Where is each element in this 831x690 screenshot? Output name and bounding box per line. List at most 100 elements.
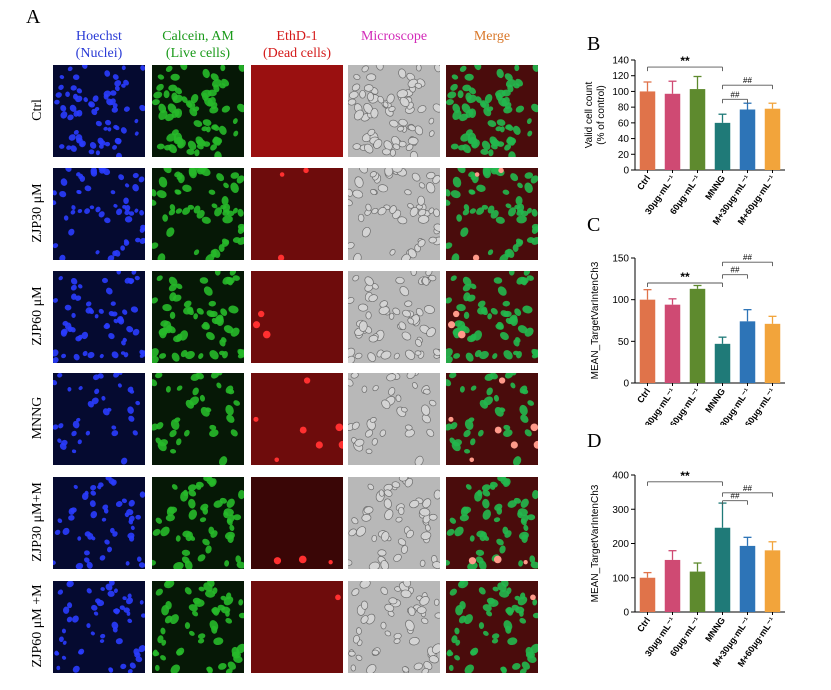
x-tick-label: Ctrl bbox=[635, 386, 652, 404]
micrograph-merge bbox=[446, 271, 538, 363]
column-header-title: Hoechst bbox=[76, 29, 122, 44]
bar bbox=[714, 343, 731, 383]
panel-c-letter: C bbox=[587, 214, 601, 236]
panel-d-letter: D bbox=[587, 430, 602, 452]
bar bbox=[764, 108, 781, 170]
column-header-title: Merge bbox=[473, 29, 511, 44]
bar bbox=[664, 559, 681, 612]
micrograph-dead bbox=[251, 168, 343, 260]
y-axis-label: MEAN_TargetVarIntenCh3 bbox=[590, 484, 601, 602]
micrograph-scope bbox=[348, 271, 440, 363]
micrograph-merge bbox=[446, 477, 538, 569]
panel-a-letter: A bbox=[26, 6, 41, 28]
y-tick-label: 200 bbox=[612, 539, 629, 550]
micrograph-scope bbox=[348, 477, 440, 569]
bar bbox=[689, 288, 706, 383]
micrograph-dead bbox=[251, 477, 343, 569]
y-tick-label: 100 bbox=[612, 295, 629, 306]
micrograph-dead bbox=[251, 271, 343, 363]
significance-label: ## bbox=[731, 266, 740, 275]
micrograph-merge bbox=[446, 373, 538, 465]
row-label: ZJP60 μM +M bbox=[30, 584, 45, 668]
y-axis-label: Valid cell count bbox=[584, 82, 595, 149]
bar bbox=[639, 299, 656, 383]
micrograph-merge bbox=[446, 168, 538, 260]
bar bbox=[764, 323, 781, 383]
chart-c-target-var-inten: 050100150MEAN_TargetVarIntenCh3Ctrl30μg·… bbox=[590, 253, 785, 425]
micrograph-nuclei bbox=[53, 477, 145, 569]
y-tick-label: 300 bbox=[612, 505, 629, 516]
bar bbox=[739, 545, 756, 612]
column-header-subtitle: (Live cells) bbox=[165, 46, 231, 61]
micrograph-scope bbox=[348, 168, 440, 260]
micrograph-live bbox=[152, 581, 244, 673]
row-label: ZJP30 μM+M bbox=[30, 482, 45, 562]
row-label: Ctrl bbox=[30, 99, 45, 121]
row-label: ZJP30 μM bbox=[30, 183, 45, 243]
y-tick-label: 120 bbox=[612, 71, 629, 82]
micrograph-nuclei bbox=[53, 168, 145, 260]
significance-label: ## bbox=[731, 492, 740, 501]
significance-label: ## bbox=[743, 253, 752, 262]
column-header-subtitle: (Nuclei) bbox=[75, 46, 123, 61]
column-header-merge: Merge bbox=[442, 28, 542, 45]
column-header-live: Calcein, AM (Live cells) bbox=[148, 28, 248, 62]
micrograph-nuclei bbox=[53, 65, 145, 157]
y-tick-label: 0 bbox=[623, 608, 629, 619]
micrograph-nuclei bbox=[53, 271, 145, 363]
micrograph-nuclei bbox=[53, 581, 145, 673]
significance-label: ## bbox=[731, 90, 740, 99]
column-header-title: Calcein, AM bbox=[162, 29, 234, 44]
bar bbox=[714, 122, 731, 170]
y-tick-label: 150 bbox=[612, 254, 629, 265]
x-tick-label: Ctrl bbox=[635, 173, 652, 191]
y-tick-label: 100 bbox=[612, 573, 629, 584]
micrograph-dead bbox=[251, 373, 343, 465]
micrograph-scope bbox=[348, 65, 440, 157]
column-header-subtitle: (Dead cells) bbox=[262, 46, 332, 61]
y-tick-label: 80 bbox=[618, 103, 630, 114]
x-tick-label: MNNG bbox=[703, 615, 727, 643]
micrograph-live bbox=[152, 168, 244, 260]
y-tick-label: 40 bbox=[618, 134, 630, 145]
bar bbox=[664, 304, 681, 383]
bar bbox=[764, 550, 781, 612]
micrograph-live bbox=[152, 477, 244, 569]
bar bbox=[689, 89, 706, 170]
column-header-scope: Microscope bbox=[344, 28, 444, 45]
y-tick-label: 0 bbox=[623, 379, 629, 390]
micrograph-live bbox=[152, 65, 244, 157]
chart-b-valid-cell-count: 0 20 40 60 80 100 120 140 Valid cell count (% of … bbox=[584, 54, 785, 225]
bar bbox=[689, 571, 706, 612]
row-label: MNNG bbox=[30, 396, 45, 440]
y-axis-label: MEAN_TargetVarIntenCh3 bbox=[590, 261, 601, 379]
panel-b-letter: B bbox=[587, 33, 601, 55]
column-header-dead: EthD-1 (Dead cells) bbox=[247, 28, 347, 62]
micrograph-scope bbox=[348, 373, 440, 465]
bar bbox=[739, 109, 756, 170]
y-tick-label: 50 bbox=[618, 337, 630, 348]
column-header-title: Microscope bbox=[360, 29, 428, 44]
y-tick-label: 60 bbox=[618, 118, 630, 129]
bar bbox=[664, 93, 681, 170]
micrograph-live bbox=[152, 271, 244, 363]
y-tick-label: 400 bbox=[612, 471, 629, 482]
chart-d-target-var-inten: 0100200300400MEAN_TargetVarIntenCh3Ctrl3… bbox=[590, 469, 785, 669]
y-tick-label: 20 bbox=[618, 150, 630, 161]
row-label: ZJP60 μM bbox=[30, 286, 45, 346]
x-tick-label: MNNG bbox=[703, 386, 727, 414]
micrograph-dead bbox=[251, 65, 343, 157]
micrograph-dead bbox=[251, 581, 343, 673]
micrograph-scope bbox=[348, 581, 440, 673]
significance-label: ** bbox=[680, 270, 690, 284]
micrograph-live bbox=[152, 373, 244, 465]
bar bbox=[714, 527, 731, 612]
micrograph-nuclei bbox=[53, 373, 145, 465]
y-tick-label: 140 bbox=[612, 56, 629, 67]
column-header-title: EthD-1 bbox=[276, 29, 318, 44]
x-tick-label: Ctrl bbox=[635, 615, 652, 633]
bar bbox=[639, 91, 656, 170]
y-axis-label: (% of control) bbox=[596, 85, 607, 144]
bar bbox=[739, 321, 756, 383]
significance-label: ## bbox=[743, 76, 752, 85]
